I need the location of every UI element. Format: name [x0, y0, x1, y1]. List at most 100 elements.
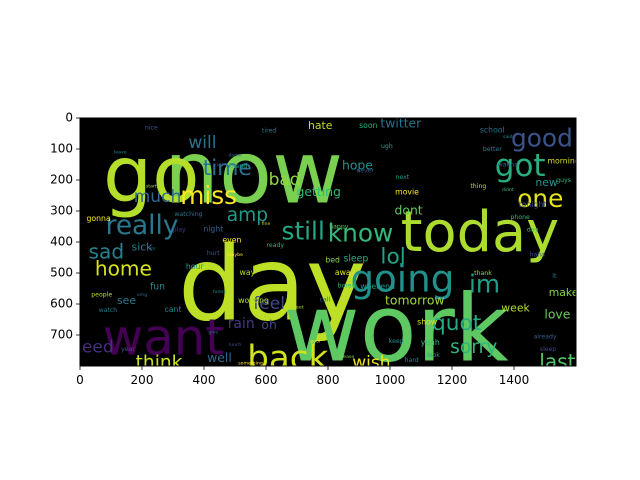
word-sick: sick — [132, 241, 154, 254]
word-keep: keep — [389, 338, 404, 345]
word-morning: morning — [547, 156, 579, 165]
word-tomorrow: tomorrow — [385, 292, 445, 307]
word-amp: amp — [227, 205, 268, 226]
word-said: said — [503, 134, 513, 140]
y-tick-label: 300 — [50, 204, 73, 218]
word-even: even — [222, 235, 241, 244]
word-didnt: didnt — [502, 187, 514, 193]
y-tick-label: 600 — [50, 297, 73, 311]
word-still: still — [282, 217, 325, 246]
word-time: time — [203, 156, 252, 181]
word-tonight: tonight — [519, 200, 547, 209]
x-tick-label: 200 — [131, 373, 154, 387]
word-now: now — [164, 122, 343, 223]
word-guys: guys — [556, 177, 571, 184]
word-hate: hate — [308, 119, 333, 132]
word-funny: funny — [213, 289, 226, 295]
word-yeah: yeah — [421, 338, 440, 347]
word-last: last — [539, 349, 575, 373]
word-thank: thank — [474, 270, 492, 277]
x-tick-label: 1400 — [499, 373, 530, 387]
word-hey: hey — [147, 246, 156, 252]
word-maybe: maybe — [227, 252, 243, 258]
plot-background — [80, 118, 576, 366]
word-omg: omg — [137, 293, 147, 298]
word-leave: leave — [114, 150, 127, 156]
x-tick-label: 600 — [255, 373, 278, 387]
word-never: never — [356, 168, 374, 175]
word-next: next — [396, 174, 410, 181]
word-wanna: wanna — [498, 162, 519, 169]
word-oh: oh — [261, 317, 276, 332]
word-thing: thing — [470, 183, 486, 190]
word-soon: soon — [359, 121, 378, 130]
word-quot: quot — [432, 311, 481, 336]
word-weekend: weekend — [360, 282, 395, 291]
word-go: go — [103, 130, 200, 220]
word-already: already — [533, 334, 556, 341]
word-watch: watch — [99, 307, 118, 314]
word-home: home — [95, 256, 152, 280]
word-look: look — [427, 352, 440, 359]
word-away: away — [335, 268, 356, 277]
word-cant: cant — [165, 305, 182, 314]
word-fine: fine — [262, 221, 271, 227]
word-suck: suck — [214, 162, 225, 168]
word-love: love — [544, 306, 570, 321]
y-tick-label: 200 — [50, 173, 73, 187]
word-dont: dont — [395, 203, 423, 218]
word-friend: friend — [229, 163, 247, 170]
word-good: good — [511, 124, 573, 153]
word-want: want — [103, 309, 225, 367]
word-layer: nowdayworkgotodaywantgoingbackgotgoodmis… — [80, 118, 579, 382]
word-bad: bad — [269, 170, 301, 190]
word-think: think — [136, 352, 183, 373]
word-know: know — [328, 218, 394, 247]
word-play: play — [173, 227, 186, 234]
word-haha: haha — [530, 251, 546, 258]
word-rain: rain — [228, 316, 255, 332]
word-show: show — [417, 318, 438, 327]
word-getting: getting — [297, 184, 341, 199]
word-ready: ready — [266, 242, 284, 249]
word-movie: movie — [395, 187, 419, 196]
word-damn: damn — [228, 153, 241, 159]
word-see: see — [117, 294, 136, 307]
word-got: got — [495, 148, 546, 184]
word-bored: bored — [338, 282, 356, 289]
x-tick-label: 400 — [193, 373, 216, 387]
word-well: well — [207, 350, 232, 365]
word-week: week — [501, 302, 530, 315]
word-wish: wish — [352, 353, 390, 373]
word-today: today — [401, 200, 560, 265]
y-tick-label: 500 — [50, 266, 73, 280]
x-tick-label: 800 — [317, 373, 340, 387]
x-tick-label: 0 — [76, 373, 84, 387]
word-make: make — [549, 286, 579, 299]
word-bed: bed — [325, 256, 340, 265]
word-lunch: lunch — [229, 342, 242, 348]
word-working: working — [238, 296, 269, 305]
word-back: back — [247, 338, 328, 378]
word-fun: fun — [150, 281, 165, 292]
word-im: im — [469, 269, 500, 298]
word-sad: sad — [89, 239, 125, 263]
word-work: work — [284, 274, 509, 382]
word-something: something — [238, 360, 263, 366]
x-axis: 0 200 400 600 800 1000 1200 1400 — [76, 366, 529, 387]
x-tick-label: 1000 — [375, 373, 406, 387]
word-tired: tired — [262, 127, 276, 134]
word-poor: poor — [310, 339, 321, 345]
word-better: better — [483, 146, 502, 153]
word-will: will — [188, 133, 216, 153]
word-night: night — [203, 225, 223, 234]
word-lt: lt — [552, 273, 557, 280]
word-hope: hope — [342, 158, 373, 173]
word-watching: watching — [174, 211, 202, 218]
word-year: year — [121, 346, 135, 353]
y-tick-label: 700 — [50, 328, 73, 342]
word-ugh: ugh — [381, 143, 393, 150]
x-tick-label: 1200 — [437, 373, 468, 387]
word-please: please — [339, 354, 354, 360]
